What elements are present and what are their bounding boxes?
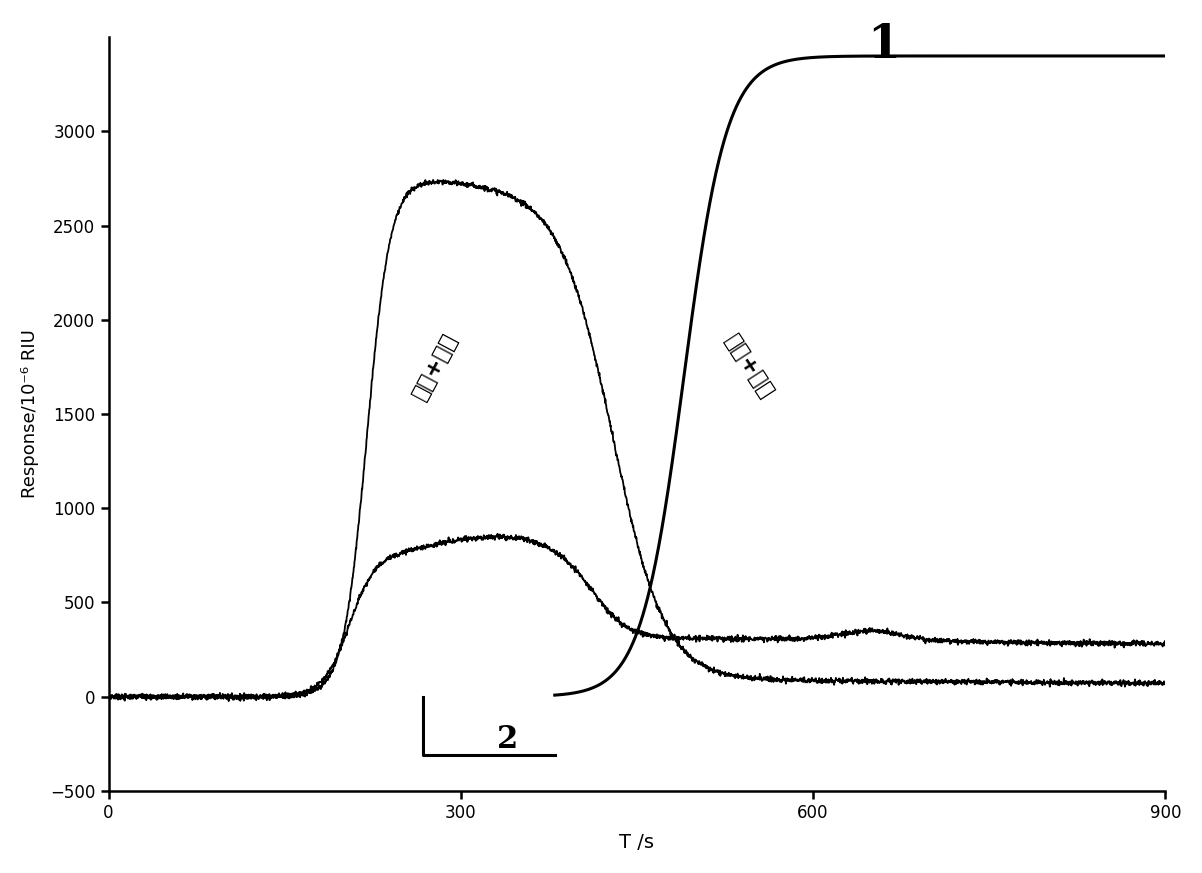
Text: 1: 1: [867, 22, 900, 67]
X-axis label: T /s: T /s: [619, 833, 654, 852]
Y-axis label: Response/10⁻⁶ RIU: Response/10⁻⁶ RIU: [20, 329, 38, 498]
Text: 结合+微球: 结合+微球: [409, 330, 460, 403]
Text: 解离+微球: 解离+微球: [720, 331, 776, 402]
Text: 2: 2: [498, 725, 518, 755]
